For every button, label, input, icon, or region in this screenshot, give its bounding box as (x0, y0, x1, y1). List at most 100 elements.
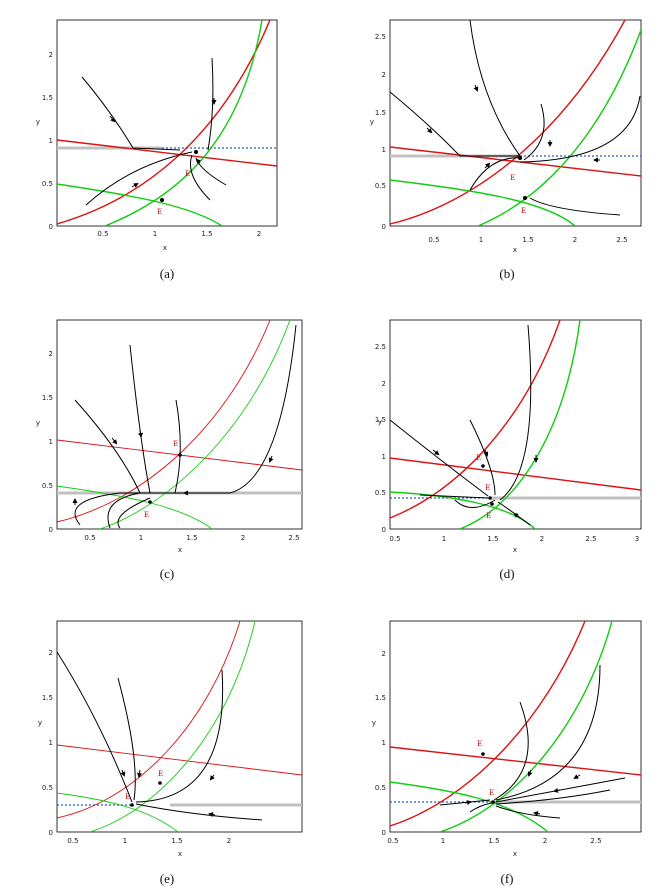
x-tick-label: 0.5 (387, 837, 398, 845)
y-axis-label: y (36, 419, 40, 427)
equilibrium-point (130, 803, 134, 807)
panel-e: E E 0.5 1 1.5 2 0 0.5 1 1.5 2 x y (e) (38, 620, 303, 886)
y-tick-label: 0.5 (42, 784, 53, 792)
green-nullcline (477, 29, 641, 226)
point-label: E (477, 740, 482, 748)
y-tick-label: 1 (49, 739, 53, 747)
y-tick-label: 0 (382, 526, 386, 534)
green-nullcline (57, 485, 213, 529)
x-ticks: 0.5 1 1.5 2 (67, 837, 231, 845)
point-label: E (173, 440, 178, 448)
y-tick-label: 2 (382, 650, 386, 658)
trajectory (523, 103, 545, 161)
x-tick-label: 2 (227, 837, 231, 845)
arrow-markers (109, 98, 217, 188)
panel-b: E E 0.5 1 1.5 2 2.5 0 0.5 1 1.5 2 2.5 x … (370, 19, 642, 281)
arrow-mark (527, 769, 533, 777)
y-tick-label: 0 (49, 526, 53, 534)
trajectory (190, 154, 211, 201)
y-tick-label: 1.5 (375, 109, 386, 117)
x-tick-label: 0.5 (428, 236, 439, 244)
x-axis-label: x (163, 244, 167, 252)
x-axis-label: x (513, 850, 517, 858)
x-tick-label: 0.5 (389, 535, 400, 543)
y-tick-label: 2 (382, 380, 386, 388)
y-ticks: 0 0.5 1 1.5 2 (42, 649, 53, 837)
panel-f: E E 0.5 1 1.5 2 2.5 0 0.5 1 1.5 2 x y (f… (372, 620, 642, 886)
trajectory (469, 20, 521, 157)
equilibrium-point (490, 502, 494, 506)
trajectory (117, 497, 151, 529)
red-nullcline (390, 146, 641, 177)
point-label: E (185, 170, 190, 178)
panel-caption: (b) (499, 266, 514, 281)
equilibrium-point (194, 150, 198, 154)
equilibrium-point (481, 752, 485, 756)
x-ticks: 0.5 1 1.5 2 2.5 3 (389, 535, 639, 543)
x-axis-label: x (178, 850, 182, 858)
equilibrium-point (158, 781, 162, 785)
trajectory (207, 57, 214, 151)
trajectory (497, 501, 531, 526)
red-nullcline (390, 746, 641, 776)
x-ticks: 0.5 1 1.5 2 2.5 (428, 236, 627, 244)
arrow-mark (484, 162, 491, 169)
x-axis-label: x (513, 246, 517, 254)
y-ticks: 0 0.5 1 1.5 2 (375, 650, 386, 837)
point-label: E (157, 208, 162, 216)
red-nullcline (390, 621, 586, 827)
x-axis-label: x (513, 546, 517, 554)
x-tick-label: 3 (635, 535, 639, 543)
y-tick-label: 1.5 (42, 94, 53, 102)
y-tick-label: 0 (49, 223, 53, 231)
arrow-mark (473, 84, 479, 92)
red-nullcline (57, 320, 271, 523)
trajectory (57, 651, 133, 803)
arrow-markers (464, 769, 581, 817)
arrow-mark (573, 774, 581, 780)
y-tick-label: 2.5 (375, 343, 386, 351)
panel-d: E E E 0.5 1 1.5 2 2.5 3 0 0.5 1 1.5 2 2.… (375, 319, 642, 581)
trajectory (499, 324, 532, 501)
trajectory (74, 492, 121, 526)
y-tick-label: 1 (382, 453, 386, 461)
arrow-mark (109, 115, 116, 123)
equilibrium-point (148, 500, 152, 504)
plot-frame (389, 19, 642, 227)
plot-frame (389, 620, 642, 833)
arrow-mark (120, 769, 126, 777)
x-ticks: 0.5 1 1.5 2 2.5 (84, 534, 299, 542)
y-tick-label: 2 (49, 51, 53, 59)
arrow-mark (131, 182, 139, 188)
trajectory (469, 419, 496, 496)
y-tick-label: 2.5 (375, 33, 386, 41)
plot-frame (56, 19, 278, 227)
trajectory (135, 803, 263, 821)
point-label: E (510, 174, 515, 182)
arrow-markers (426, 84, 600, 169)
y-tick-label: 0 (382, 829, 386, 837)
green-nullcline (390, 179, 576, 226)
point-label: E (486, 512, 491, 520)
x-tick-label: 1 (442, 535, 446, 543)
x-tick-label: 1 (153, 230, 157, 238)
arrow-mark (137, 769, 142, 778)
y-tick-label: 1 (49, 137, 53, 145)
arrow-markers (432, 449, 539, 519)
green-nullcline (104, 20, 263, 226)
y-tick-label: 1.5 (42, 394, 53, 402)
point-label: E (485, 484, 490, 492)
y-tick-label: 0 (49, 829, 53, 837)
x-tick-label: 2 (257, 230, 261, 238)
green-nullcline (459, 320, 581, 529)
x-tick-label: 2 (573, 236, 577, 244)
x-tick-label: 2 (540, 535, 544, 543)
arrow-mark (553, 787, 561, 793)
panel-caption: (a) (160, 266, 174, 281)
x-tick-label: 1.5 (171, 837, 182, 845)
arrow-mark (426, 127, 433, 134)
red-nullcline (390, 20, 626, 225)
x-tick-label: 1.5 (487, 535, 498, 543)
trajectory (495, 805, 561, 819)
